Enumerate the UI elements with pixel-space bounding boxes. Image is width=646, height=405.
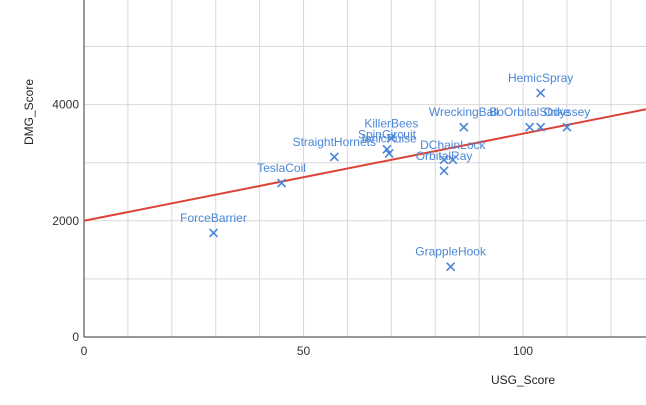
point-labels: ForceBarrier TeslaCoil StraightHornets Kill… [180, 71, 590, 259]
data-point [329, 152, 339, 162]
point-label: HemicSpray [508, 71, 573, 85]
point-label: KillerBees [364, 116, 418, 130]
y-tick-label: 2000 [52, 214, 79, 228]
axes: 0 50 100 0 2000 4000 [52, 0, 646, 358]
point-label: IonicPulse [361, 131, 417, 145]
x-tick-label: 0 [81, 344, 88, 358]
point-label: BoOrbitalStrike [489, 105, 570, 119]
point-label: DChainLock [420, 138, 486, 152]
point-label: StraightHornets [293, 135, 376, 149]
data-point [448, 155, 458, 165]
grid-lines [84, 0, 646, 337]
x-tick-label: 50 [297, 344, 311, 358]
point-label: Odyssey [544, 105, 591, 119]
data-point [459, 122, 469, 132]
y-axis-title: DMG_Score [22, 79, 36, 145]
data-point [277, 178, 287, 188]
data-point [439, 155, 449, 165]
trendline-layer [83, 108, 646, 222]
data-point [384, 148, 394, 158]
data-point [525, 122, 535, 132]
point-label: GrappleHook [415, 245, 487, 259]
data-point [536, 88, 546, 98]
x-axis-title: USG_Score [491, 373, 555, 387]
point-label: WreckingBall [429, 105, 499, 119]
x-tick-label: 100 [513, 344, 533, 358]
point-label: OrbitalRay [416, 149, 473, 163]
trendline [83, 108, 646, 222]
y-tick-label: 0 [72, 330, 79, 344]
data-point [536, 122, 546, 132]
data-point [562, 122, 572, 132]
data-point [386, 133, 396, 143]
y-tick-label: 4000 [52, 98, 79, 112]
data-point [208, 228, 219, 238]
point-label: ForceBarrier [180, 211, 247, 225]
data-point [439, 166, 449, 176]
data-point [446, 262, 456, 272]
data-points [208, 88, 572, 272]
point-label: TeslaCoil [257, 161, 306, 175]
point-label: SpinCircuit [358, 127, 417, 141]
